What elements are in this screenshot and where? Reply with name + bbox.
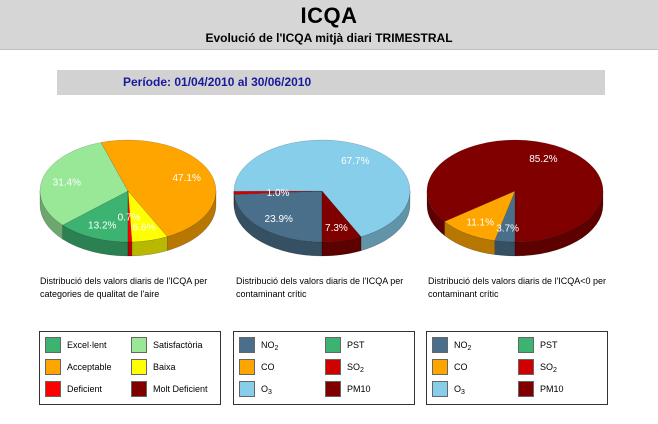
legend-swatch bbox=[131, 337, 147, 353]
pie-slice-2-4 bbox=[233, 139, 411, 238]
legend-critical-pollutant-negative: NO2 PST CO SO2 O3 PM10 bbox=[426, 331, 608, 405]
legend-swatch bbox=[45, 359, 61, 375]
legend-swatch bbox=[131, 381, 147, 397]
legend-label: PST bbox=[540, 340, 558, 350]
legend-swatch bbox=[432, 381, 448, 397]
legend-swatch bbox=[325, 381, 341, 397]
pie-label-1-0: 13.2% bbox=[88, 221, 116, 232]
period-bar: Període: 01/04/2010 al 30/06/2010 bbox=[57, 70, 605, 95]
pie-label-3-2: 11.1% bbox=[466, 218, 494, 229]
legend-swatch bbox=[518, 381, 534, 397]
legend-label: SO2 bbox=[347, 362, 364, 374]
pie-wall-1-1 bbox=[39, 190, 63, 240]
legend-swatch bbox=[239, 381, 255, 397]
pie-slice-1-3 bbox=[127, 190, 168, 243]
legend-swatch bbox=[45, 381, 61, 397]
pie-label-2-0: 23.9% bbox=[265, 214, 293, 225]
legend-label: O3 bbox=[261, 384, 272, 396]
pie-slice-1-4 bbox=[127, 190, 133, 243]
legend-swatch bbox=[131, 359, 147, 375]
legend-label: CO bbox=[454, 362, 468, 372]
legend-label: PST bbox=[347, 340, 365, 350]
legend-label: CO bbox=[261, 362, 275, 372]
legend-label: O3 bbox=[454, 384, 465, 396]
report-header: ICQA Evolució de l'ICQA mitjà diari TRIM… bbox=[0, 0, 658, 50]
pie-slice-1-2 bbox=[100, 139, 217, 237]
legend-quality-categories: Excel·lent Satisfactòria Acceptable Baixa De… bbox=[39, 331, 221, 405]
legend-swatch bbox=[45, 337, 61, 353]
pie-slice-2-5 bbox=[321, 190, 362, 243]
caption-chart-1: Distribució dels valors diaris de l'ICQA… bbox=[40, 276, 208, 299]
legend-label: Molt Deficient bbox=[153, 384, 208, 394]
pie-label-2-5: 7.3% bbox=[325, 223, 348, 234]
pie-label-2-4: 67.7% bbox=[341, 156, 369, 167]
pie-label-1-4: 0.7% bbox=[118, 212, 141, 223]
legend-label: Deficient bbox=[67, 384, 103, 394]
report-subtitle: Evolució de l'ICQA mitjà diari TRIMESTRA… bbox=[205, 31, 453, 45]
pie-wall-1-4 bbox=[127, 241, 133, 257]
legend-swatch bbox=[432, 337, 448, 353]
period-label: Període: 01/04/2010 al 30/06/2010 bbox=[123, 75, 312, 89]
legend-swatch bbox=[325, 337, 341, 353]
pie-slice-2-3 bbox=[233, 190, 323, 195]
pie-wall-3-0 bbox=[494, 240, 516, 257]
pie-label-1-2: 47.1% bbox=[172, 173, 200, 184]
legend-label: PM10 bbox=[540, 384, 564, 394]
pie-label-3-0: 3.7% bbox=[496, 223, 519, 234]
pie-slice-1-0 bbox=[62, 190, 129, 243]
legend-swatch bbox=[239, 359, 255, 375]
pie-label-1-3: 6.6% bbox=[133, 223, 156, 234]
legend-critical-pollutant: NO2 PST CO SO2 O3 PM10 bbox=[233, 331, 415, 405]
pie-chart-1: 13.2% 31.4% 47.1% 6.6%0.7% bbox=[39, 139, 217, 257]
caption-chart-3: Distribució dels valors diaris de l'ICQA… bbox=[428, 276, 607, 299]
legend-swatch bbox=[432, 359, 448, 375]
pie-label-3-5: 85.2% bbox=[529, 154, 557, 165]
pie-slice-2-0 bbox=[233, 190, 323, 243]
legend-label: Baixa bbox=[153, 362, 176, 372]
legend-swatch bbox=[239, 337, 255, 353]
legend-label: SO2 bbox=[540, 362, 557, 374]
legend-swatch bbox=[518, 359, 534, 375]
caption-chart-2: Distribució dels valors diaris de l'ICQA… bbox=[236, 276, 404, 299]
pie-chart-3: 3.7%11.1% 85.2% bbox=[426, 139, 604, 257]
legend-label: Acceptable bbox=[67, 362, 112, 372]
pie-slice-3-5 bbox=[426, 139, 604, 243]
legend-swatch bbox=[518, 337, 534, 353]
legend-label: PM10 bbox=[347, 384, 371, 394]
pie-chart-2: 23.9% 1.0% 67.7% 7.3% bbox=[233, 139, 411, 257]
pie-slice-1-1 bbox=[39, 142, 129, 226]
legend-label: NO2 bbox=[454, 340, 472, 352]
pie-label-1-1: 31.4% bbox=[53, 177, 81, 188]
pie-label-2-3: 1.0% bbox=[267, 188, 290, 199]
pie-slice-3-2 bbox=[443, 190, 516, 241]
pie-slice-3-0 bbox=[494, 190, 516, 243]
legend-label: Excel·lent bbox=[67, 340, 107, 350]
legend-label: Satisfactòria bbox=[153, 340, 203, 350]
legend-label: NO2 bbox=[261, 340, 279, 352]
report-title: ICQA bbox=[300, 3, 358, 28]
legend-swatch bbox=[325, 359, 341, 375]
